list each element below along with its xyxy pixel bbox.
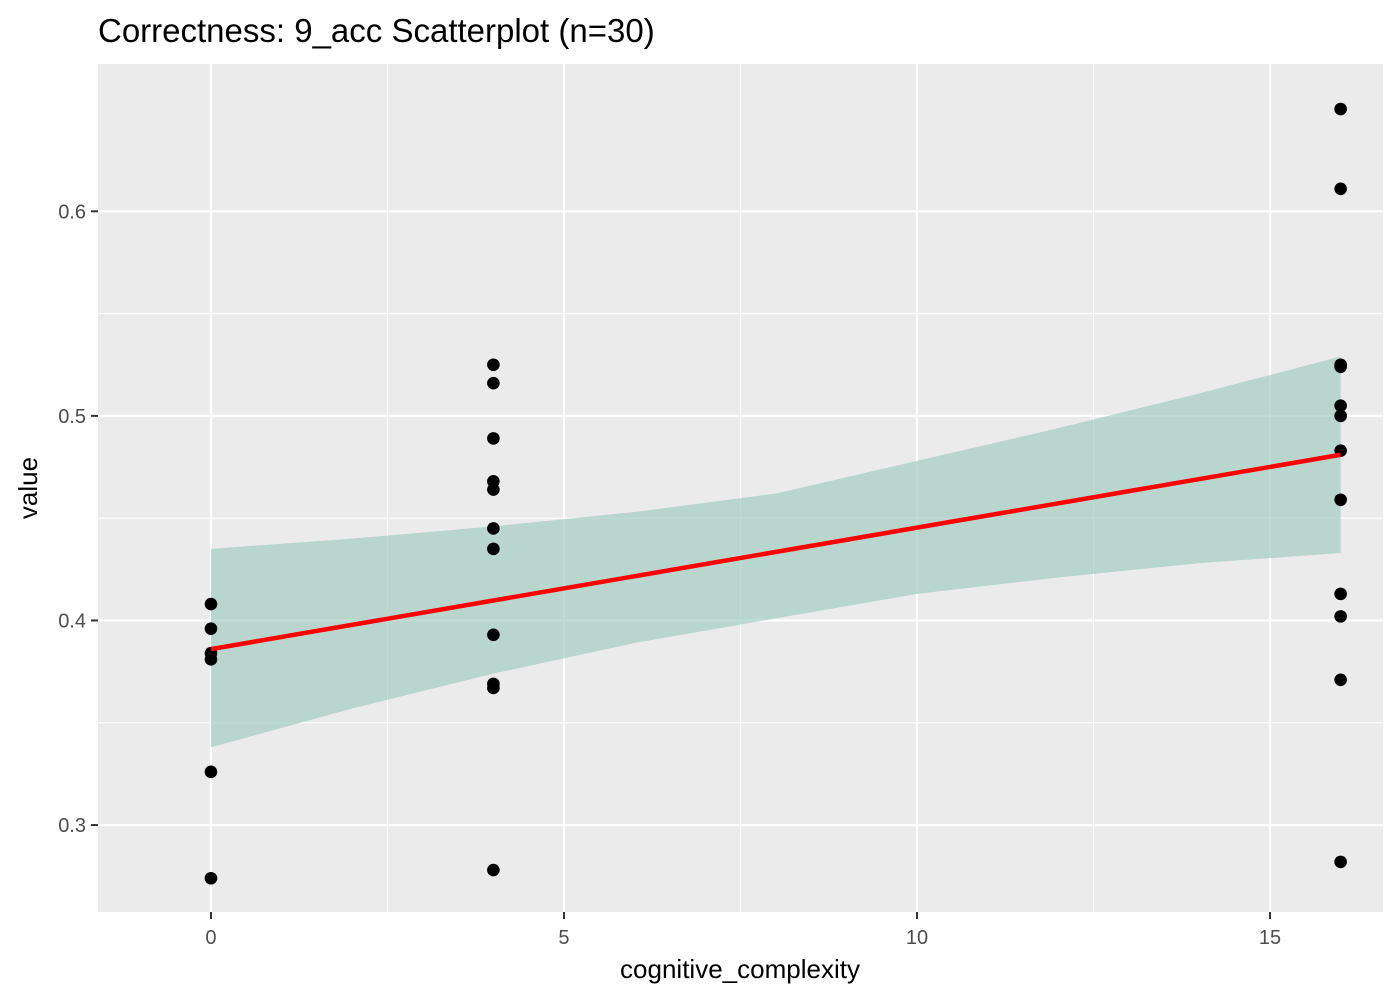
data-point [487, 483, 500, 496]
data-point [1334, 102, 1347, 116]
data-point [487, 432, 500, 445]
x-tick-label: 15 [1259, 927, 1281, 949]
y-tick-label: 0.5 [58, 406, 86, 428]
data-point [204, 871, 218, 885]
data-point [487, 628, 500, 642]
y-axis-ticks: 0.3 0.4 0.5 0.6 [58, 201, 98, 837]
regression-line [210, 452, 1342, 652]
data-point [204, 653, 218, 666]
x-tick-label: 5 [558, 927, 569, 949]
data-points [204, 102, 1347, 885]
data-point [1334, 399, 1347, 412]
data-point [487, 522, 500, 535]
x-axis-ticks: 0 5 10 15 [205, 912, 1281, 949]
data-point [1334, 587, 1347, 601]
x-tick-label: 0 [205, 927, 216, 949]
x-tick-label: 10 [906, 927, 928, 949]
y-axis-title: value [13, 457, 43, 519]
data-point [204, 597, 218, 611]
data-point [1334, 409, 1347, 423]
data-point [1334, 360, 1347, 374]
y-tick-label: 0.3 [58, 815, 86, 837]
y-tick-label: 0.4 [58, 610, 86, 632]
data-point [204, 622, 218, 635]
data-point [1334, 673, 1347, 687]
y-tick-label: 0.6 [58, 201, 86, 223]
data-point [1334, 610, 1347, 623]
data-point [1334, 182, 1347, 196]
data-point [487, 358, 500, 372]
data-point [204, 765, 218, 779]
x-axis-title: cognitive_complexity [620, 954, 860, 984]
data-point [1334, 855, 1347, 869]
chart-title: Correctness: 9_acc Scatterplot (n=30) [98, 12, 655, 49]
data-point [487, 681, 500, 695]
data-point [487, 542, 500, 556]
data-point [487, 376, 500, 390]
data-point [1334, 493, 1347, 507]
data-point [487, 863, 500, 877]
